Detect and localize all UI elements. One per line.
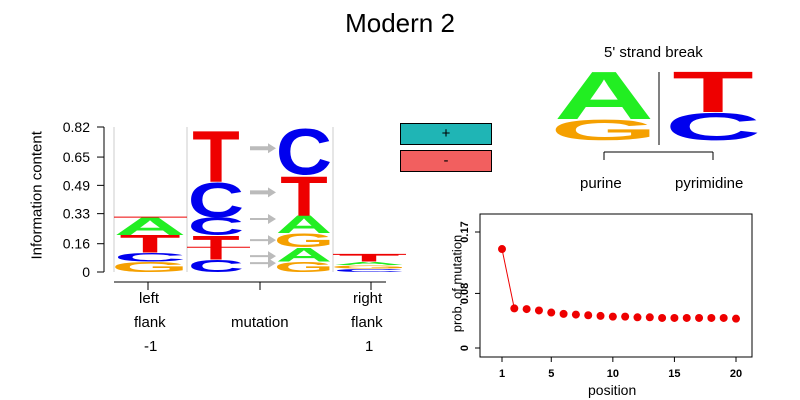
scatter-y-tick-label: 0 (459, 345, 471, 351)
scatter-x-tick-label: 5 (548, 368, 554, 380)
scatter-point (633, 313, 642, 322)
logo-y-axis-label: Information content (28, 131, 46, 260)
scatter-point (547, 308, 556, 317)
scatter-point (571, 310, 580, 319)
right-flank-t-letter: T (338, 253, 399, 264)
scatter-point (707, 313, 716, 322)
scatter-x-tick-label: 20 (730, 368, 742, 380)
strand-left-g-letter: G (550, 114, 658, 147)
scatter-y-axis-label: prob. of mutation (449, 234, 465, 333)
strand-left-a-letter: A (554, 58, 654, 134)
chart-title: Modern 2 (345, 8, 455, 38)
mutation-from-t-letter: T (192, 116, 240, 199)
mutation-from-c-letter: C (188, 256, 244, 275)
mutation-from-c-letter: C (188, 213, 244, 240)
logo-y-tick-label: 0 (82, 264, 90, 280)
scatter-y-tick-label: 0.08 (459, 283, 471, 304)
logo-y-tick-label: 0.33 (63, 206, 90, 222)
right-flank-g-letter: G (330, 264, 408, 269)
scatter-point (498, 245, 506, 254)
scatter-x-tick-label: 15 (668, 368, 680, 380)
mutation-to-c-letter: C (276, 116, 332, 189)
mutation-from-c-letter: C (188, 173, 244, 228)
scatter-connector-line (501, 248, 515, 309)
scatter-plot-frame (479, 213, 753, 358)
strand-right-c-letter: C (665, 105, 761, 149)
scatter-x-axis-label: position (588, 382, 637, 398)
mutation-label: mutation (231, 314, 289, 331)
scatter-point (534, 306, 543, 315)
right-flank-label-2: flank (351, 314, 383, 331)
right-flank-label-3: 1 (365, 338, 374, 355)
left-flank-label-3: -1 (144, 338, 158, 355)
mutation-arrowhead (268, 258, 276, 269)
legend-minus: - (400, 150, 492, 172)
scatter-point (670, 313, 679, 322)
scatter-point (559, 309, 568, 318)
mutation-arrowhead (268, 187, 276, 198)
left-flank-g-letter: G (111, 259, 189, 275)
scatter-point (719, 313, 728, 322)
mutation-to-a-letter: A (276, 244, 332, 266)
left-flank-label-2: flank (134, 314, 166, 331)
left-flank-c-letter: C (114, 251, 186, 265)
scatter-point (510, 304, 519, 313)
right-flank-a-letter: A (333, 261, 405, 266)
purine-label: purine (580, 175, 622, 192)
mutation-to-g-letter: G (274, 259, 335, 276)
logo-y-tick-label: 0.65 (63, 149, 90, 165)
scatter-point (695, 313, 704, 322)
mutation-to-a-letter: A (276, 211, 332, 238)
logo-y-tick-label: 0.49 (63, 177, 90, 193)
scatter-point (596, 311, 605, 320)
left-flank-t-letter: T (119, 231, 180, 258)
left-flank-label-1: left (139, 290, 160, 307)
scatter-point (522, 305, 531, 314)
scatter-point (732, 314, 740, 323)
legend-plus: + (400, 123, 492, 145)
logo-y-tick-label: 0.16 (63, 236, 90, 252)
mutation-arrowhead (268, 235, 276, 246)
strand-break-title: 5' strand break (604, 44, 703, 61)
mutation-arrowhead (268, 251, 276, 262)
right-flank-c-letter: C (333, 268, 405, 273)
mutation-to-g-letter: G (274, 230, 335, 252)
strand-right-t-letter: T (672, 59, 753, 124)
right-flank-label-1: right (353, 290, 383, 307)
pyrimidine-label: pyrimidine (675, 175, 744, 192)
scatter-point (658, 313, 667, 322)
mutation-from-t-letter: T (192, 229, 240, 267)
scatter-y-tick-label: 0.17 (459, 221, 471, 242)
scatter-x-tick-label: 1 (499, 368, 505, 380)
mutation-to-t-letter: T (280, 165, 328, 228)
scatter-x-tick-label: 10 (607, 368, 619, 380)
mutation-arrowhead (268, 213, 276, 224)
scatter-point (621, 312, 630, 321)
mutation-arrowhead (268, 143, 276, 154)
scatter-point (584, 311, 593, 320)
scatter-point (682, 313, 691, 322)
scatter-point (608, 312, 617, 321)
scatter-point (645, 313, 654, 322)
logo-y-tick-label: 0.82 (63, 119, 90, 135)
